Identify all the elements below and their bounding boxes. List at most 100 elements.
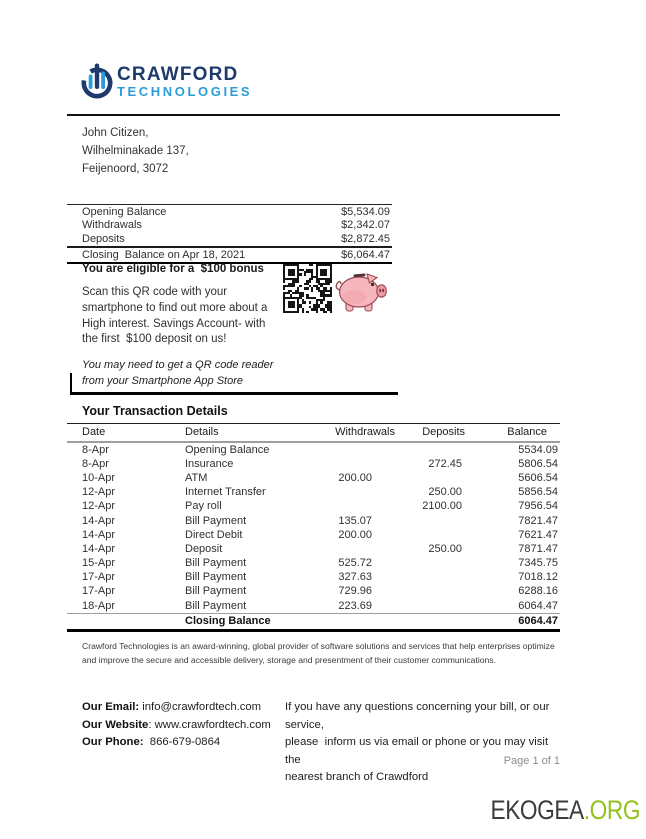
table-row: 8-Apr Insurance 272.45 5806.54 (67, 457, 560, 471)
address-line: Feijenoord, 3072 (82, 163, 169, 175)
closing-balance-total-row: Closing Balance 6064.47 (67, 614, 560, 629)
closing-total-wrap: Closing Balance 6064.47 (67, 612, 560, 632)
brand-text: CRAWFORD TECHNOLOGIES (117, 65, 252, 99)
bonus-section-divider (70, 392, 398, 395)
brand-subtitle: TECHNOLOGIES (117, 84, 253, 99)
cell-balance: 7345.75 (518, 557, 558, 570)
summary-value: $5,534.09 (341, 205, 390, 218)
cell-details: Deposit (185, 542, 223, 555)
closing-balance-row: Closing Balance on Apr 18, 2021 $6,064.4… (67, 245, 392, 264)
support-note: If you have any questions concerning you… (285, 699, 565, 787)
summary-label: Deposits (82, 232, 125, 245)
piggy-bank-icon (334, 266, 388, 318)
summary-label: Withdrawals (82, 219, 142, 232)
table-row: 18-Apr Bill Payment 223.69 6064.47 (67, 599, 560, 613)
bonus-note-line: You may need to get a QR code reader (82, 359, 274, 371)
column-header-date: Date (82, 426, 106, 439)
cell-date: 17-Apr (82, 571, 116, 584)
contact-website: Our Website: www.crawfordtech.com (82, 717, 271, 735)
fine-print-line: and improve the secure and accessible de… (82, 654, 496, 665)
column-header-balance: Balance (507, 426, 547, 439)
cell-details: Bill Payment (185, 599, 247, 612)
table-row: 14-Apr Bill Payment 135.07 7821.47 (67, 513, 560, 527)
summary-value: $2,342.07 (341, 219, 390, 232)
transaction-section-title: Your Transaction Details (82, 404, 228, 418)
cell-deposits: 250.00 (428, 486, 462, 499)
cell-balance: 7621.47 (518, 528, 558, 541)
summary-row: Withdrawals $2,342.07 (67, 219, 392, 233)
cell-date: 15-Apr (82, 557, 116, 570)
cell-details: Direct Debit (185, 528, 243, 541)
contact-email-label: Our Email: (82, 701, 140, 713)
cell-withdrawals: 135.07 (338, 514, 372, 527)
contact-block: Our Email: info@crawfordtech.com Our Web… (82, 699, 271, 752)
cell-date: 10-Apr (82, 471, 116, 484)
transaction-rows: 8-Apr Opening Balance 5534.09 8-Apr Insu… (67, 443, 560, 613)
cell-deposits: 2100.00 (422, 500, 462, 513)
column-header-deposits: Deposits (422, 426, 465, 439)
cell-date: 14-Apr (82, 528, 116, 541)
cell-withdrawals: 525.72 (338, 557, 372, 570)
ekogea-logo: EKOGEA.ORG (490, 795, 640, 826)
contact-phone-value: 866-679-0864 (143, 736, 221, 748)
support-note-line: please inform us via email or phone or y… (285, 736, 552, 766)
cell-details: Bill Payment (185, 557, 247, 570)
cell-date: 12-Apr (82, 486, 116, 499)
bonus-line: High interest. Savings Account- with (82, 317, 266, 330)
ekogea-brand: EKOGEA (490, 795, 584, 825)
summary-label: Closing Balance on Apr 18, 2021 (82, 248, 246, 261)
brand-title: CRAWFORD (117, 64, 239, 85)
cell-balance: 5806.54 (518, 457, 558, 470)
cell-details: Bill Payment (185, 571, 247, 584)
cell-balance: 5534.09 (518, 443, 558, 456)
closing-total-value: 6064.47 (518, 615, 558, 628)
contact-phone: Our Phone: 866-679-0864 (82, 734, 271, 752)
contact-email-value: info@crawfordtech.com (139, 701, 262, 713)
cell-withdrawals: 200.00 (338, 528, 372, 541)
cell-date: 17-Apr (82, 585, 116, 598)
table-row: 12-Apr Internet Transfer 250.00 5856.54 (67, 485, 560, 499)
bonus-note: You may need to get a QR code reader fro… (82, 357, 273, 389)
cell-details: ATM (185, 471, 208, 484)
summary-value: $6,064.47 (341, 248, 390, 261)
bonus-line: the first $100 deposit on us! (82, 333, 227, 346)
bonus-line: smartphone to find out more about a (82, 301, 268, 314)
bonus-paragraph: Scan this QR code with your smartphone t… (82, 285, 317, 348)
contact-website-label: Our Website (82, 718, 149, 731)
contact-website-value: : www.crawfordtech.com (148, 718, 271, 731)
support-note-line: nearest branch of Crawdford (285, 771, 429, 783)
cell-withdrawals: 200.00 (338, 471, 372, 484)
cell-balance: 6064.47 (518, 599, 558, 612)
table-row: 17-Apr Bill Payment 729.96 6288.16 (67, 584, 560, 598)
cell-border-tick (70, 373, 72, 393)
cell-details: Internet Transfer (185, 486, 266, 499)
contact-email: Our Email: info@crawfordtech.com (82, 699, 271, 717)
summary-row: Deposits $2,872.45 (67, 232, 392, 246)
crawford-logo: CRAWFORD TECHNOLOGIES (80, 62, 252, 100)
balance-summary-table: Opening Balance $5,534.09 Withdrawals $2… (67, 204, 392, 264)
bonus-note-line: from your Smartphone App Store (82, 375, 244, 387)
cell-balance: 7871.47 (518, 542, 558, 555)
table-row: 10-Apr ATM 200.00 5606.54 (67, 471, 560, 485)
header-divider (67, 114, 560, 116)
table-row: 15-Apr Bill Payment 525.72 7345.75 (67, 556, 560, 570)
cell-date: 18-Apr (82, 599, 116, 612)
cell-deposits: 272.45 (428, 457, 462, 470)
cell-balance: 5606.54 (518, 471, 558, 484)
qr-code (283, 264, 332, 313)
cell-balance: 6288.16 (518, 585, 558, 598)
ekogea-tld: .ORG (583, 795, 641, 825)
contact-phone-label: Our Phone: (82, 736, 144, 748)
address-line: John Citizen, (82, 127, 149, 139)
table-row: 17-Apr Bill Payment 327.63 7018.12 (67, 570, 560, 584)
support-note-line: If you have any questions concerning you… (285, 701, 553, 731)
cell-date: 8-Apr (82, 457, 109, 470)
summary-row: Opening Balance $5,534.09 (67, 205, 392, 219)
cell-date: 8-Apr (82, 443, 109, 456)
bonus-line: Scan this QR code with your (82, 286, 228, 298)
cell-balance: 7956.54 (518, 500, 558, 513)
cell-details: Opening Balance (185, 443, 270, 456)
crawford-circle-bars-icon (80, 62, 114, 100)
cell-deposits: 250.00 (428, 542, 462, 555)
